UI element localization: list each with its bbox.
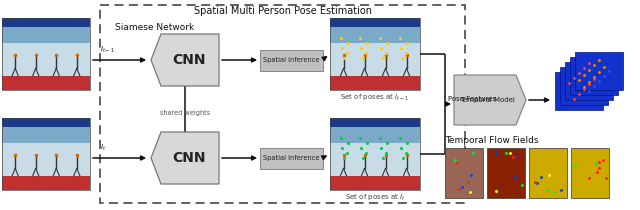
Bar [2, 76, 90, 90]
Bar [2, 18, 90, 43]
Bar [570, 57, 618, 95]
Text: Spatial Multi Person Pose Estimation: Spatial Multi Person Pose Estimation [193, 6, 371, 16]
Bar [445, 148, 483, 198]
Text: Set of poses at $I_t$: Set of poses at $I_t$ [345, 193, 405, 203]
Bar [2, 118, 90, 190]
Text: shared weights: shared weights [160, 110, 210, 116]
Bar [565, 62, 613, 100]
Bar [560, 67, 608, 105]
Bar [330, 18, 420, 43]
Bar [2, 43, 90, 76]
FancyBboxPatch shape [259, 147, 323, 168]
Bar [571, 148, 609, 198]
Bar [330, 18, 420, 90]
Text: Spatial Inference: Spatial Inference [263, 155, 319, 161]
Bar [2, 118, 90, 127]
Bar [487, 148, 525, 198]
Bar [330, 18, 420, 27]
Text: Set of poses at $I_{t-1}$: Set of poses at $I_{t-1}$ [340, 93, 410, 103]
Text: $I_{t-1}$: $I_{t-1}$ [100, 45, 115, 55]
Text: Temporal Model: Temporal Model [460, 97, 515, 103]
Bar [330, 143, 420, 176]
Bar [2, 18, 90, 90]
Text: Pose Features: Pose Features [448, 96, 496, 102]
Bar [2, 118, 90, 143]
Bar [529, 148, 567, 198]
Bar [330, 43, 420, 76]
Bar [555, 72, 603, 110]
Text: Siamese Network: Siamese Network [115, 23, 195, 32]
Bar [2, 143, 90, 176]
Bar [330, 118, 420, 127]
Bar [575, 52, 623, 90]
Bar [330, 118, 420, 143]
Bar [330, 76, 420, 90]
Polygon shape [454, 75, 526, 125]
Text: Temporal Flow Fields: Temporal Flow Fields [445, 136, 538, 145]
Bar [330, 118, 420, 190]
Polygon shape [151, 132, 219, 184]
Polygon shape [151, 34, 219, 86]
Bar [330, 176, 420, 190]
Bar [2, 176, 90, 190]
Text: CNN: CNN [172, 53, 205, 67]
Bar [2, 18, 90, 27]
Bar [100, 5, 465, 203]
Text: CNN: CNN [172, 151, 205, 165]
Text: $I_t$: $I_t$ [100, 143, 106, 153]
FancyBboxPatch shape [259, 50, 323, 71]
Text: Spatial Inference: Spatial Inference [263, 57, 319, 63]
